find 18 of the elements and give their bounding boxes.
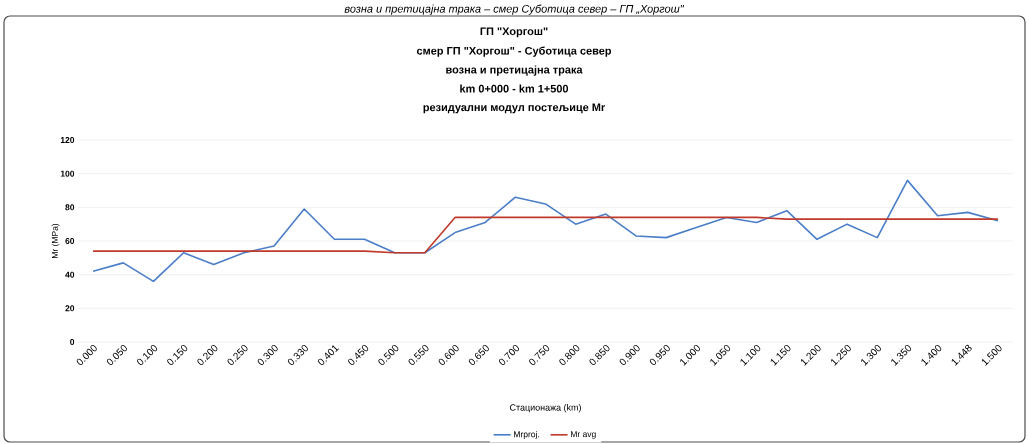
text: km 0+000 - km 1+500 — [460, 84, 569, 93]
y-tick-label: 120 — [60, 137, 75, 143]
y-tick-label: 0 — [70, 338, 75, 345]
y-axis-title: Mr (MPa) — [51, 223, 60, 258]
y-tick-label: 60 — [65, 237, 75, 244]
legend-label: Mrproj. — [514, 431, 539, 439]
x-axis-title: Стационажа (km) — [510, 404, 581, 413]
text: возна и претицајна трака — [446, 65, 583, 76]
y-tick-label: 100 — [60, 170, 75, 177]
chart-subtitle: смер ГП "Хоргош" - Суботица север — [416, 46, 612, 57]
y-tick-label: 80 — [65, 204, 75, 211]
text: возна и претицајна трака – смер Суботица север – ГП „Хоргош" — [344, 4, 685, 15]
line-series — [92, 179, 999, 283]
y-tick-label: 40 — [65, 271, 75, 278]
text: резидуални модул постељице Mr — [423, 103, 606, 114]
chart-title: ГП "Хоргош" — [480, 27, 548, 38]
legend-label: Mr avg — [571, 431, 596, 439]
y-tick-label: 20 — [65, 305, 75, 312]
